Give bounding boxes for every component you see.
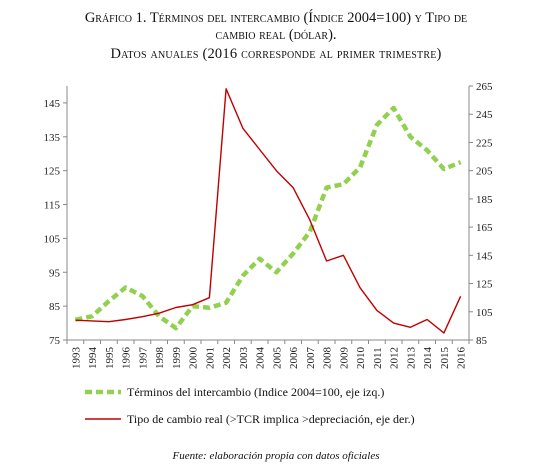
y-right-tick-label: 165 (476, 222, 493, 234)
x-tick-label: 2013 (405, 347, 417, 370)
chart-title-line3: Datos anuales (2016 corresponde al prime… (110, 46, 442, 62)
y-right-tick-label: 225 (476, 137, 493, 149)
y-left-tick-label: 95 (49, 267, 61, 279)
x-tick-label: 1993 (70, 347, 82, 370)
x-tick-label: 1998 (154, 347, 166, 370)
chart-title-line1: Gráfico 1. Términos del intercambio (Índ… (84, 10, 468, 26)
y-left-tick-label: 85 (49, 301, 61, 313)
x-tick-label: 2007 (305, 347, 317, 370)
x-tick-label: 2009 (338, 347, 350, 370)
y-right-tick-label: 185 (476, 194, 493, 206)
x-tick-label: 1997 (137, 347, 149, 370)
x-tick-label: 2014 (422, 347, 434, 370)
x-tick-label: 1994 (87, 347, 99, 370)
chart-title-line2: cambio real (dólar). (215, 27, 337, 43)
x-tick-label: 2003 (238, 347, 250, 370)
x-tick-label: 2012 (389, 347, 401, 369)
x-tick-label: 1996 (121, 347, 133, 370)
y-left-tick-label: 115 (44, 200, 61, 212)
x-tick-label: 2011 (372, 347, 384, 369)
y-right-tick-label: 205 (476, 166, 493, 178)
y-right-tick-label: 125 (476, 279, 493, 291)
x-tick-label: 2001 (204, 347, 216, 369)
source-note: Fuente: elaboración propia con datos ofi… (172, 450, 380, 462)
y-right-tick-label: 85 (476, 335, 488, 347)
series-line-terminos (74, 105, 462, 331)
x-tick-label: 2004 (255, 347, 267, 370)
x-tick-label: 1995 (104, 347, 116, 370)
y-left-tick-label: 75 (49, 335, 61, 347)
y-left-tick-label: 125 (44, 166, 61, 178)
series-line-tipo-cambio (75, 88, 462, 334)
y-right-tick-label: 105 (476, 307, 493, 319)
y-right-tick-label: 245 (476, 109, 493, 121)
y-left-tick-label: 145 (44, 98, 61, 110)
y-right-tick-label: 265 (476, 81, 493, 93)
y-left-tick-label: 135 (44, 132, 61, 144)
x-tick-label: 2008 (322, 347, 334, 370)
x-tick-label: 1999 (171, 347, 183, 370)
x-tick-label: 2010 (355, 347, 367, 370)
x-tick-label: 2005 (271, 347, 283, 370)
x-tick-label: 2000 (188, 347, 200, 370)
y-left-tick-label: 105 (44, 233, 61, 245)
x-tick-label: 2015 (439, 347, 451, 370)
x-tick-label: 2016 (456, 347, 468, 370)
x-tick-label: 2006 (288, 347, 300, 370)
legend-label-tipo-cambio: Tipo de cambio real (>TCR implica >depre… (127, 412, 415, 426)
y-right-tick-label: 145 (476, 250, 493, 262)
x-tick-label: 2002 (221, 347, 233, 369)
legend-label-terminos: Términos del intercambio (Indice 2004=10… (127, 385, 384, 399)
